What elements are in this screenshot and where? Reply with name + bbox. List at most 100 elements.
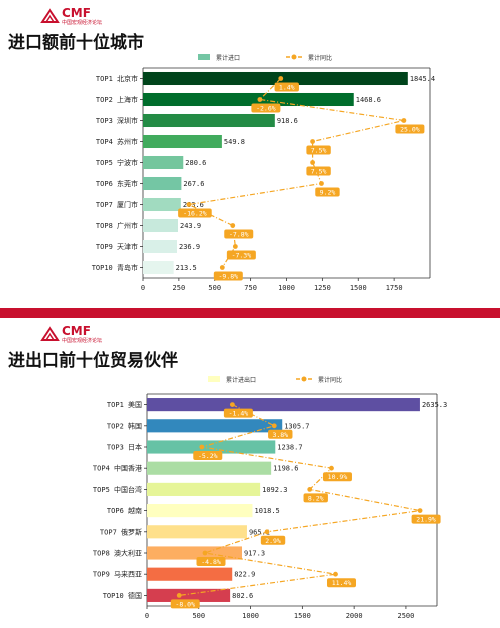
growth-label-box (315, 187, 340, 197)
growth-line (179, 404, 421, 596)
bar (143, 176, 182, 191)
bar (147, 398, 420, 412)
category-label: TOP1 北京市 (96, 74, 138, 83)
bar-value-label: 1468.6 (356, 96, 381, 104)
growth-label: -16.2% (183, 210, 207, 218)
growth-label: 1.4% (279, 84, 295, 92)
bar (147, 461, 272, 475)
import-cities-panel: CMF 中国宏观经济论坛 进口额前十位城市 累计进口 累计同比 0 250 500 750… (0, 0, 500, 308)
bar (143, 134, 222, 149)
growth-label: -7.3% (232, 252, 252, 260)
x-tick-label: 500 (192, 612, 205, 620)
category-label: TOP10 德国 (103, 591, 142, 600)
category-label: TOP10 青岛市 (92, 263, 138, 272)
growth-label-box (224, 229, 254, 239)
growth-label: -7.8% (229, 231, 249, 239)
growth-label: 8.2% (308, 494, 324, 502)
bar (147, 588, 231, 602)
growth-label: 10.9% (328, 473, 348, 481)
category-label: TOP9 马来西亚 (93, 571, 142, 579)
bar (147, 546, 243, 560)
bar (143, 113, 275, 128)
growth-point (219, 265, 225, 270)
growth-label: -4.8% (201, 558, 221, 566)
growth-label: 25.0% (400, 126, 420, 134)
growth-point (329, 465, 334, 471)
bar-value-label: 236.9 (179, 243, 200, 251)
category-label: TOP2 韩国 (107, 421, 142, 430)
trade-partners-panel: CMF 中国宏观经济论坛 进出口前十位贸易伙伴 累计进出口 累计同比 0 500 100… (0, 318, 500, 628)
bar-value-label: 1238.7 (277, 444, 302, 452)
growth-label-box (260, 535, 286, 545)
import-cities-chart: 累计进口 累计同比 0 250 500 750 1000 1250 1500 1750 TOP1 北… (92, 54, 435, 292)
growth-point (278, 76, 284, 81)
category-label: TOP9 天津市 (96, 242, 138, 251)
growth-label: -9.8% (219, 273, 239, 281)
bar-value-label: 267.6 (183, 180, 204, 188)
section-divider (0, 308, 500, 318)
growth-label-box (268, 429, 293, 439)
x-tick-label: 750 (244, 284, 257, 292)
growth-point (202, 550, 208, 556)
growth-label-box (251, 103, 281, 113)
category-label: TOP3 日本 (107, 443, 142, 452)
category-label: TOP8 澳大利亚 (93, 549, 142, 558)
bar-value-label: 802.6 (232, 592, 253, 600)
growth-label: -1.4% (229, 410, 249, 418)
bar-value-label: 918.6 (277, 117, 298, 125)
growth-point (310, 160, 315, 165)
growth-point (401, 118, 407, 123)
growth-label: -5.2% (198, 452, 218, 460)
category-label: TOP7 俄罗斯 (100, 527, 142, 536)
category-label: TOP5 宁波市 (96, 158, 138, 167)
x-tick-label: 1750 (386, 284, 403, 292)
growth-point (333, 571, 338, 577)
growth-point (199, 444, 205, 450)
growth-label: 9.2% (320, 189, 336, 197)
bar (147, 504, 253, 518)
legend-swatch-bars (208, 376, 220, 382)
x-tick-label: 1500 (350, 284, 367, 292)
growth-point (417, 508, 423, 513)
x-tick-label: 250 (173, 284, 186, 292)
growth-label: 11.4% (332, 579, 352, 587)
bar (143, 92, 354, 107)
bar-value-label: 549.8 (224, 138, 245, 146)
bar (143, 197, 181, 212)
growth-label-box (196, 557, 226, 566)
bar-value-label: 1018.5 (254, 507, 279, 515)
bar-value-label: 2635.3 (422, 401, 447, 409)
category-label: TOP7 厦门市 (96, 200, 138, 209)
x-tick-label: 1500 (294, 612, 311, 620)
legend-label-line: 累计同比 (318, 376, 342, 384)
bar-value-label: 965.1 (249, 528, 270, 536)
growth-point (319, 181, 324, 186)
cmf-logo: CMF 中国宏观经济论坛 (40, 324, 150, 346)
growth-point (257, 97, 263, 102)
bar (147, 419, 283, 433)
category-label: TOP6 越南 (107, 506, 142, 515)
growth-point (264, 529, 270, 535)
legend: 累计进出口 累计同比 (208, 376, 342, 384)
growth-point (232, 244, 238, 249)
category-label: TOP4 苏州市 (96, 137, 138, 146)
growth-label-box (178, 208, 212, 218)
growth-label-box (411, 514, 441, 524)
category-label: TOP5 中国台湾 (93, 485, 142, 494)
growth-point (230, 223, 236, 228)
growth-label: 2.9% (265, 537, 281, 545)
bar (143, 239, 177, 254)
legend-marker-line (291, 54, 297, 60)
growth-point (186, 202, 192, 207)
brand-subtitle: 中国宏观经济论坛 (62, 338, 103, 344)
bar-value-label: 263.6 (183, 201, 204, 209)
legend-label-bars: 累计进出口 (226, 376, 256, 384)
bar-value-label: 1305.7 (284, 422, 309, 430)
growth-label: -8.0% (175, 600, 195, 608)
growth-point (307, 487, 313, 492)
legend: 累计进口 累计同比 (198, 54, 332, 62)
chart-title: 进出口前十位贸易伙伴 (8, 351, 178, 371)
category-label: TOP6 东莞市 (96, 179, 138, 188)
cmf-logo-icon (40, 8, 60, 23)
growth-label-box (213, 271, 243, 281)
